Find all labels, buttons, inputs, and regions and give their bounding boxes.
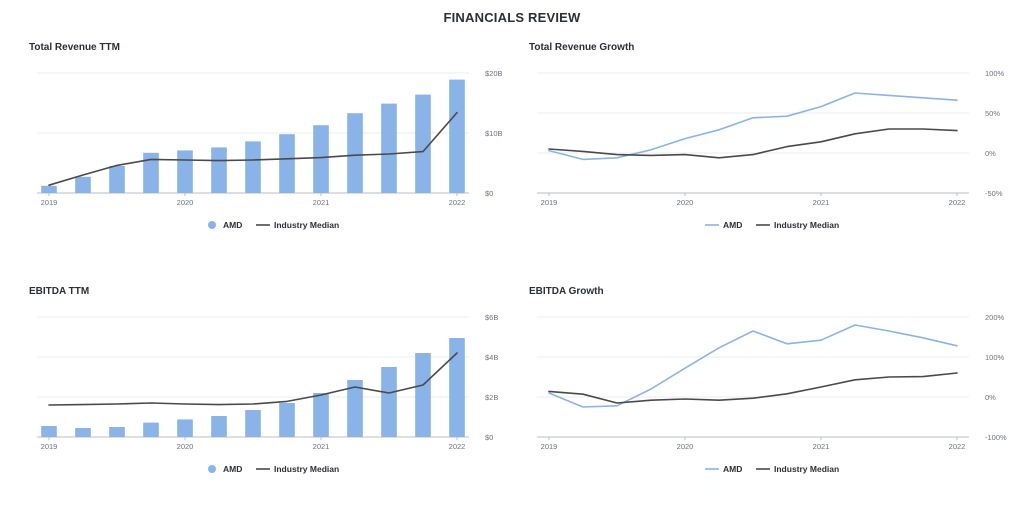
- bar: [415, 353, 431, 437]
- legend-amd-label: AMD: [223, 220, 242, 230]
- x-tick-label: 2021: [313, 442, 330, 451]
- bar: [415, 94, 431, 193]
- bar: [279, 403, 295, 437]
- y-tick-label: $4B: [485, 353, 498, 362]
- y-tick-label: $10B: [485, 129, 503, 138]
- y-tick-label: $20B: [485, 69, 503, 78]
- total-revenue-ttm-panel: Total Revenue TTM $0 $10B $20B 2019 2020 2021…: [29, 42, 529, 272]
- y-tick-label: 50%: [985, 109, 1000, 118]
- page-title: FINANCIALS REVIEW: [443, 10, 581, 25]
- bar: [449, 79, 465, 193]
- x-tick-label: 2022: [949, 198, 966, 207]
- bar: [313, 125, 329, 193]
- industry-median-line: [48, 352, 458, 406]
- y-tick-label: $6B: [485, 313, 498, 322]
- total-revenue-growth-title: Total Revenue Growth: [529, 42, 635, 53]
- bar: [347, 113, 363, 193]
- x-tick-label: 2019: [541, 442, 558, 451]
- bar: [177, 419, 193, 437]
- bar: [449, 338, 465, 437]
- y-tick-label: $2B: [485, 393, 498, 402]
- y-tick-label: 0%: [985, 149, 996, 158]
- ebitda-ttm-title: EBITDA TTM: [29, 286, 90, 297]
- legend-amd-label: AMD: [723, 464, 742, 474]
- bar: [211, 147, 227, 193]
- legend-industry-median-label: Industry Median: [274, 220, 339, 230]
- bar: [75, 176, 91, 193]
- ebitda-ttm-chart: $0 $2B $4B $6B 2019 2020 2021 2022 AMD Industry M…: [37, 313, 498, 474]
- ebitda-growth-chart: -100% 0% 100% 200% 2019 2020 2021 2022 AMD Indust…: [537, 313, 1007, 474]
- bar: [41, 426, 57, 437]
- y-tick-label: 100%: [985, 353, 1005, 362]
- x-tick-label: 2020: [677, 442, 694, 451]
- bar: [245, 141, 261, 193]
- x-tick-label: 2020: [677, 198, 694, 207]
- y-tick-label: -50%: [985, 189, 1003, 198]
- bar: [245, 410, 261, 437]
- legend-industry-median-label: Industry Median: [774, 464, 839, 474]
- total-revenue-ttm-chart: $0 $10B $20B 2019 2020 2021 2022 AMD Industry Me…: [37, 69, 503, 230]
- amd-line: [548, 324, 958, 408]
- bar: [381, 367, 397, 437]
- legend-industry-median-label: Industry Median: [774, 220, 839, 230]
- industry-median-line: [548, 372, 958, 404]
- bar: [177, 150, 193, 193]
- legend-industry-median-label: Industry Median: [274, 464, 339, 474]
- bar: [347, 380, 363, 437]
- x-tick-label: 2022: [449, 198, 466, 207]
- bar: [75, 428, 91, 437]
- bar: [143, 152, 159, 193]
- y-tick-label: 200%: [985, 313, 1005, 322]
- y-tick-label: 0%: [985, 393, 996, 402]
- y-tick-label: 100%: [985, 69, 1005, 78]
- industry-median-line: [48, 111, 458, 186]
- legend-amd-marker: [208, 465, 216, 473]
- industry-median-line: [548, 128, 958, 159]
- bar: [109, 166, 125, 193]
- legend-amd-marker: [208, 221, 216, 229]
- x-tick-label: 2021: [313, 198, 330, 207]
- bar: [41, 185, 57, 193]
- x-tick-label: 2019: [541, 198, 558, 207]
- amd-line: [548, 92, 958, 161]
- y-tick-label: $0: [485, 433, 493, 442]
- x-tick-label: 2019: [41, 442, 58, 451]
- bar: [143, 422, 159, 437]
- x-tick-label: 2022: [449, 442, 466, 451]
- bar: [313, 393, 329, 437]
- x-tick-label: 2020: [177, 442, 194, 451]
- y-tick-label: $0: [485, 189, 493, 198]
- total-revenue-growth-panel: Total Revenue Growth -50% 0% 50% 100% 2019 20…: [529, 42, 1024, 272]
- ebitda-ttm-panel: EBITDA TTM $0 $2B $4B $6B 2019 2020 2021 2022 AM…: [29, 286, 529, 516]
- ebitda-growth-title: EBITDA Growth: [529, 286, 604, 297]
- total-revenue-ttm-title: Total Revenue TTM: [29, 42, 120, 53]
- bar: [109, 427, 125, 437]
- bar: [279, 134, 295, 193]
- total-revenue-growth-chart: -50% 0% 50% 100% 2019 2020 2021 2022 AMD Industry…: [537, 69, 1005, 230]
- x-tick-label: 2020: [177, 198, 194, 207]
- y-tick-label: -100%: [985, 433, 1007, 442]
- legend-amd-label: AMD: [223, 464, 242, 474]
- x-tick-label: 2021: [813, 198, 830, 207]
- x-tick-label: 2021: [813, 442, 830, 451]
- x-tick-label: 2022: [949, 442, 966, 451]
- bar: [381, 103, 397, 193]
- bar: [211, 416, 227, 437]
- ebitda-growth-panel: EBITDA Growth -100% 0% 100% 200% 2019 2020 202…: [529, 286, 1024, 516]
- x-tick-label: 2019: [41, 198, 58, 207]
- legend-amd-label: AMD: [723, 220, 742, 230]
